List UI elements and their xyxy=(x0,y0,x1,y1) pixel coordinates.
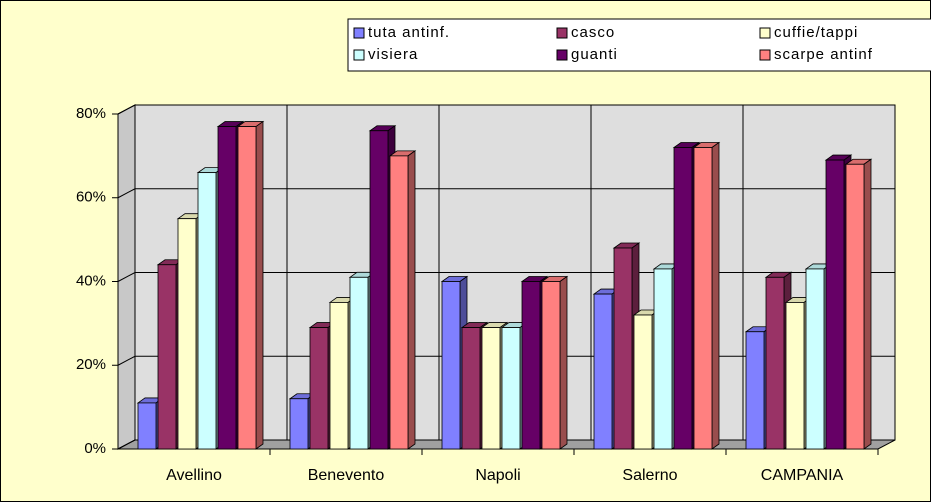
legend-label: casco xyxy=(571,24,615,41)
bar-side xyxy=(559,275,568,450)
bar xyxy=(825,159,845,450)
bar xyxy=(329,302,349,450)
x-tick-label: CAMPANIA xyxy=(761,467,844,484)
bar xyxy=(197,172,217,450)
bar xyxy=(501,327,521,450)
legend-label: guanti xyxy=(571,46,618,63)
bar xyxy=(693,147,713,450)
bar-side xyxy=(407,150,416,450)
bar xyxy=(289,398,309,450)
legend-swatch xyxy=(556,49,568,61)
bar xyxy=(765,276,785,450)
bar xyxy=(481,327,501,450)
bar xyxy=(237,126,257,450)
bar xyxy=(805,268,825,450)
bar xyxy=(389,155,409,450)
bar-side xyxy=(711,141,720,450)
y-tick-label: 40% xyxy=(76,272,106,289)
bar xyxy=(673,147,693,450)
legend-swatch xyxy=(556,27,568,39)
bar-side xyxy=(863,158,872,450)
legend-box xyxy=(347,18,931,72)
bar xyxy=(309,327,329,450)
y-tick-label: 60% xyxy=(76,189,106,206)
legend-label: tuta antinf. xyxy=(368,24,450,41)
bar xyxy=(461,327,481,450)
grid-line xyxy=(117,272,895,282)
legend-swatch xyxy=(353,49,365,61)
bar-side xyxy=(255,120,264,450)
legend-swatch xyxy=(759,49,771,61)
bar xyxy=(633,314,653,450)
bar xyxy=(653,268,673,450)
grid-line xyxy=(117,104,895,115)
legend-label: cuffie/tappi xyxy=(774,24,858,41)
bar xyxy=(613,247,633,450)
bar xyxy=(217,126,237,450)
x-tick-label: Salerno xyxy=(622,467,677,484)
legend-label: scarpe antinf xyxy=(774,46,873,63)
bar xyxy=(137,402,157,450)
bar xyxy=(745,331,765,450)
bar xyxy=(157,264,177,450)
x-tick-label: Napoli xyxy=(475,467,520,484)
legend-swatch xyxy=(759,27,771,39)
bar xyxy=(845,163,865,450)
bar xyxy=(541,281,561,450)
bar xyxy=(785,302,805,450)
legend-label: visiera xyxy=(368,46,418,63)
y-tick-label: 20% xyxy=(76,356,106,373)
legend-swatch xyxy=(353,27,365,39)
bar xyxy=(369,130,389,450)
bar xyxy=(441,281,461,450)
grid-line xyxy=(117,188,895,199)
y-tick-label: 80% xyxy=(76,105,106,122)
bar xyxy=(177,218,197,450)
x-tick-label: Benevento xyxy=(308,467,385,484)
x-tick-label: Avellino xyxy=(166,467,222,484)
bar xyxy=(593,293,613,450)
bar xyxy=(521,281,541,450)
y-tick-label: 0% xyxy=(84,440,106,457)
bar xyxy=(349,276,369,450)
